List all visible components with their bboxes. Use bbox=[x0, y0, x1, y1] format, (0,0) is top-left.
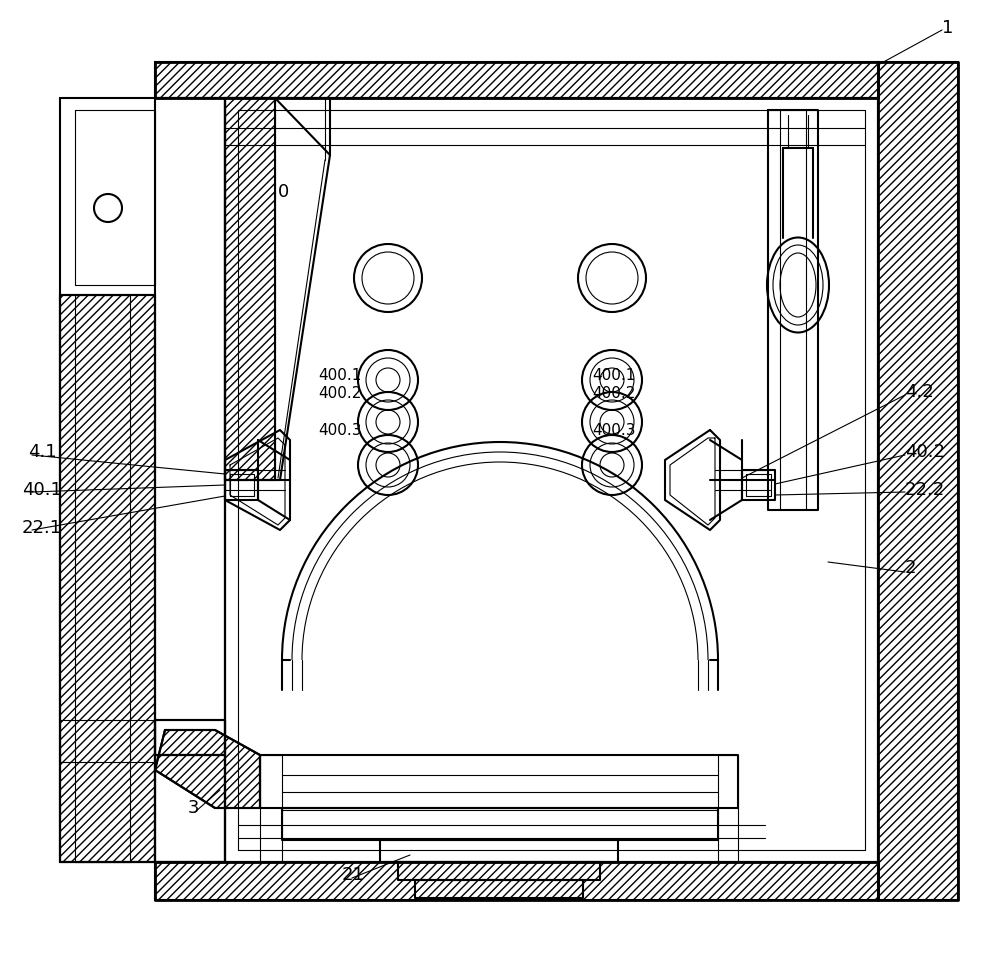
Text: 0: 0 bbox=[278, 183, 289, 201]
Text: 22.2: 22.2 bbox=[905, 481, 945, 499]
Text: 400.1: 400.1 bbox=[592, 368, 635, 382]
Text: 400.3: 400.3 bbox=[318, 422, 362, 438]
Polygon shape bbox=[155, 862, 878, 900]
Polygon shape bbox=[60, 295, 155, 862]
Polygon shape bbox=[225, 98, 275, 480]
Text: 400.2: 400.2 bbox=[592, 385, 635, 400]
Text: 4.1: 4.1 bbox=[28, 443, 57, 461]
Text: 40.1: 40.1 bbox=[22, 481, 62, 499]
Polygon shape bbox=[155, 62, 878, 98]
Text: 40.2: 40.2 bbox=[905, 443, 945, 461]
Text: 2: 2 bbox=[905, 559, 916, 577]
Text: 1: 1 bbox=[942, 19, 953, 37]
Text: 22.1: 22.1 bbox=[22, 519, 62, 537]
Text: 400.1: 400.1 bbox=[318, 368, 361, 382]
Text: 400.2: 400.2 bbox=[318, 385, 361, 400]
Text: 3: 3 bbox=[188, 799, 200, 817]
Text: 21: 21 bbox=[342, 866, 365, 884]
Polygon shape bbox=[155, 730, 260, 808]
Polygon shape bbox=[878, 62, 958, 900]
Text: 400.3: 400.3 bbox=[592, 422, 636, 438]
Text: 4.2: 4.2 bbox=[905, 383, 934, 401]
